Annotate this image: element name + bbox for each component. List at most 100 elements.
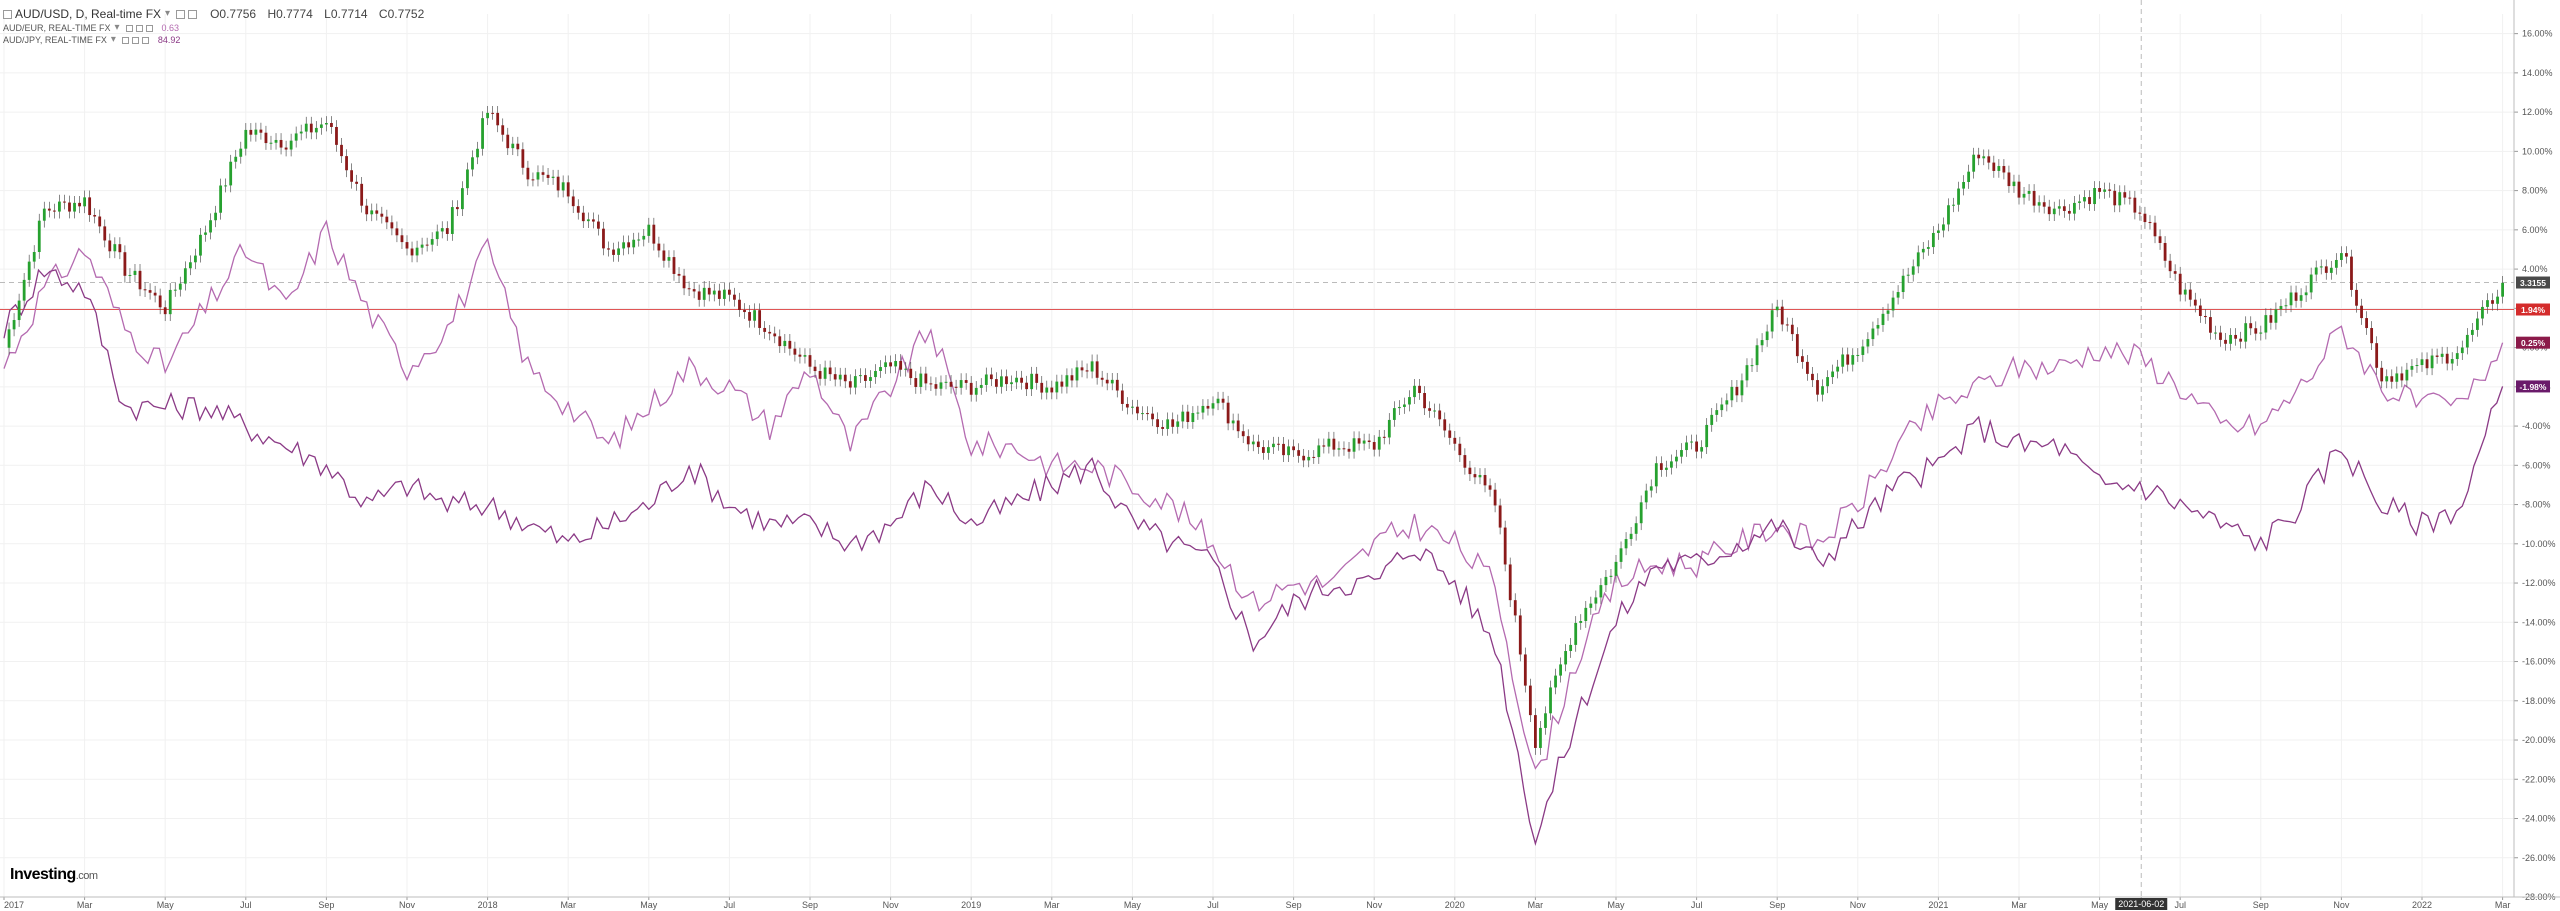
y-tick-label: -24.00% bbox=[2522, 814, 2556, 824]
candle-body bbox=[2274, 309, 2278, 323]
candle-body bbox=[2203, 315, 2207, 318]
candle-body bbox=[511, 143, 515, 149]
candle-body bbox=[1775, 306, 1779, 311]
candle-body bbox=[1297, 450, 1301, 456]
candle-body bbox=[2415, 365, 2419, 367]
candle-body bbox=[561, 182, 565, 191]
candle-body bbox=[803, 355, 807, 357]
candle-body bbox=[17, 300, 21, 321]
close-value: C0.7752 bbox=[378, 7, 425, 21]
candle-body bbox=[692, 289, 696, 292]
candle-body bbox=[113, 244, 117, 252]
candle-body bbox=[1423, 392, 1426, 409]
high-value: H0.7774 bbox=[267, 7, 313, 21]
candle-body bbox=[1236, 420, 1240, 432]
candle-body bbox=[541, 172, 545, 175]
x-tick-label: Nov bbox=[1850, 900, 1867, 910]
candle-body bbox=[2173, 271, 2177, 274]
candle-body bbox=[385, 216, 389, 223]
collapse-icon[interactable] bbox=[3, 9, 12, 19]
candle-body bbox=[652, 224, 656, 244]
candle-body bbox=[440, 228, 444, 232]
series-line-aud-jpy bbox=[3, 268, 2504, 846]
candle-body bbox=[1800, 356, 1804, 362]
chevron-down-icon[interactable]: ▾ bbox=[114, 22, 120, 33]
settings-icon[interactable] bbox=[131, 36, 139, 44]
candle-body bbox=[1070, 375, 1074, 381]
candle-body bbox=[2455, 353, 2459, 360]
candle-body bbox=[88, 197, 92, 216]
legend-compare-row-jpy[interactable]: AUD/JPY, REAL-TIME FX ▾ 84.92 bbox=[3, 34, 432, 46]
candle-body bbox=[1518, 615, 1522, 655]
legend-compare-row-eur[interactable]: AUD/EUR, REAL-TIME FX ▾ 0.63 bbox=[3, 22, 432, 34]
candle-body bbox=[2163, 242, 2167, 261]
candle-body bbox=[1005, 376, 1008, 385]
candle-body bbox=[622, 242, 626, 249]
last-price-badge bbox=[2516, 276, 2550, 289]
candle-body bbox=[2254, 328, 2258, 334]
candle-body bbox=[93, 215, 97, 217]
remove-icon[interactable] bbox=[141, 36, 149, 44]
candle-body bbox=[1413, 385, 1416, 398]
settings-icon[interactable] bbox=[135, 24, 143, 32]
candle-body bbox=[128, 274, 132, 276]
visibility-icon[interactable] bbox=[176, 9, 186, 19]
candle-body bbox=[148, 290, 152, 293]
chevron-down-icon[interactable]: ▾ bbox=[165, 8, 171, 19]
candle-body bbox=[194, 255, 197, 263]
candle-body bbox=[2345, 253, 2348, 257]
candle-body bbox=[581, 212, 585, 222]
candle-body bbox=[123, 252, 127, 276]
candle-body bbox=[42, 208, 46, 221]
legend-main-row[interactable]: AUD/USD, D, Real-time FX ▾ O0.7756 H0.77… bbox=[3, 6, 432, 22]
candle-body bbox=[158, 295, 162, 308]
candle-body bbox=[1176, 421, 1180, 427]
candle-body bbox=[491, 112, 495, 114]
candle-body bbox=[2324, 266, 2328, 273]
candle-body bbox=[2234, 334, 2238, 339]
candle-body bbox=[1947, 205, 1950, 225]
candle-body bbox=[1639, 502, 1643, 524]
candle-body bbox=[2108, 189, 2112, 191]
chevron-down-icon[interactable]: ▾ bbox=[110, 34, 116, 45]
candle-body bbox=[2103, 189, 2107, 192]
settings-icon[interactable] bbox=[188, 9, 198, 19]
remove-icon[interactable] bbox=[145, 24, 153, 32]
x-tick-label: Sep bbox=[318, 900, 334, 910]
candle-body bbox=[1020, 377, 1023, 383]
series-line-aud-eur bbox=[3, 219, 2504, 770]
candle-body bbox=[2037, 202, 2041, 206]
candle-body bbox=[1629, 533, 1633, 540]
candle-body bbox=[279, 139, 283, 148]
candle-body bbox=[974, 387, 978, 395]
candle-body bbox=[2032, 190, 2036, 206]
candle-body bbox=[153, 292, 157, 296]
candle-body bbox=[244, 129, 248, 149]
candle-body bbox=[450, 207, 454, 234]
visibility-icon[interactable] bbox=[121, 36, 129, 44]
candle-body bbox=[833, 374, 837, 380]
candle-body bbox=[1433, 410, 1437, 412]
candle-body bbox=[1821, 386, 1824, 395]
candle-body bbox=[944, 381, 948, 383]
candle-body bbox=[989, 374, 993, 380]
candle-body bbox=[2027, 190, 2031, 194]
candle-body bbox=[2440, 353, 2444, 357]
candle-body bbox=[2067, 210, 2071, 214]
candle-body bbox=[2269, 315, 2273, 323]
candle-body bbox=[793, 348, 797, 355]
x-tick-label: 2020 bbox=[1445, 900, 1465, 910]
candle-body bbox=[2093, 187, 2096, 205]
candle-body bbox=[1891, 297, 1895, 311]
candle-body bbox=[2078, 201, 2081, 203]
candle-body bbox=[1095, 361, 1099, 378]
candle-body bbox=[1357, 438, 1361, 444]
candle-body bbox=[2183, 289, 2187, 295]
visibility-icon[interactable] bbox=[125, 24, 133, 32]
candle-body bbox=[2289, 292, 2293, 306]
candle-body bbox=[2350, 256, 2353, 290]
candle-body bbox=[47, 208, 51, 211]
candle-body bbox=[1911, 266, 1915, 275]
candle-body bbox=[1267, 447, 1270, 453]
